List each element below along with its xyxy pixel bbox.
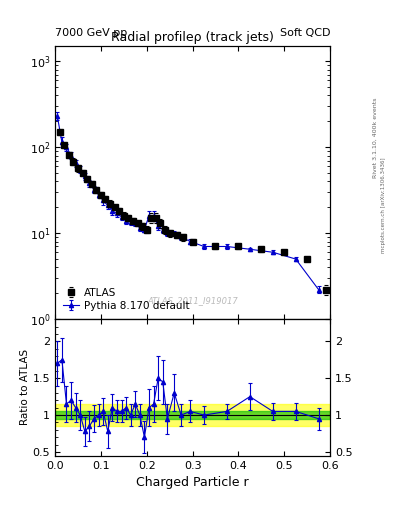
Bar xyxy=(55,404,330,426)
Text: Rivet 3.1.10, 400k events: Rivet 3.1.10, 400k events xyxy=(373,98,378,179)
Text: Soft QCD: Soft QCD xyxy=(280,28,330,38)
Bar xyxy=(55,412,330,419)
Title: Radial profileρ (track jets): Radial profileρ (track jets) xyxy=(111,31,274,44)
Legend: ATLAS, Pythia 8.170 default: ATLAS, Pythia 8.170 default xyxy=(60,285,193,314)
X-axis label: Charged Particle r: Charged Particle r xyxy=(136,476,249,489)
Y-axis label: Ratio to ATLAS: Ratio to ATLAS xyxy=(20,349,30,425)
Text: ATLAS_2011_I919017: ATLAS_2011_I919017 xyxy=(147,296,238,306)
Text: mcplots.cern.ch [arXiv:1306.3436]: mcplots.cern.ch [arXiv:1306.3436] xyxy=(381,157,386,252)
Text: 7000 GeV pp: 7000 GeV pp xyxy=(55,28,127,38)
